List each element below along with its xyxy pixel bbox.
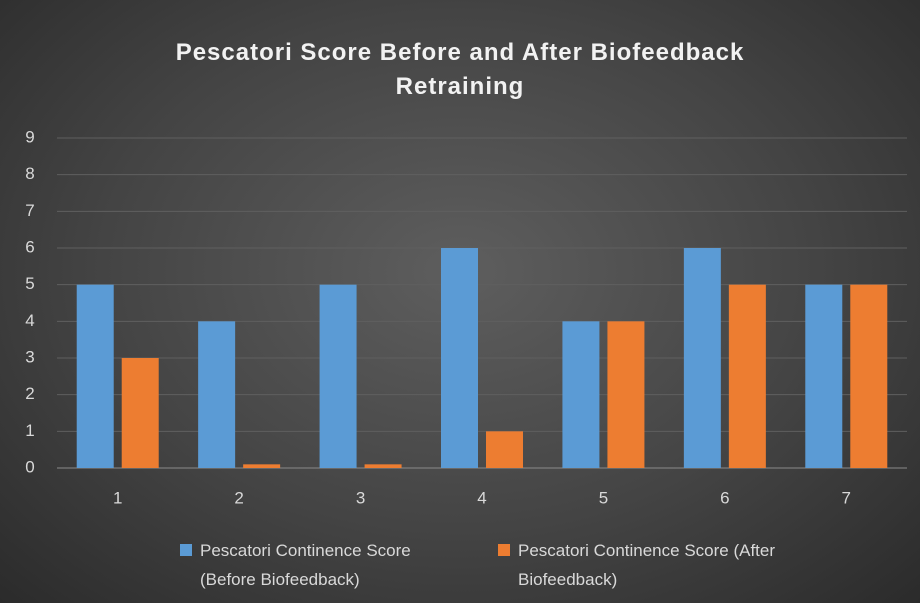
y-tick-label: 4 xyxy=(25,311,34,330)
legend-label: Pescatori Continence Score (After Biofee… xyxy=(518,541,776,589)
y-tick-label: 0 xyxy=(25,457,34,476)
legend-item: Pescatori Continence Score (After Biofee… xyxy=(498,536,788,594)
x-tick-label: 6 xyxy=(720,488,729,507)
bar xyxy=(441,248,478,468)
x-tick-label: 2 xyxy=(234,488,243,507)
legend-swatch xyxy=(180,544,192,556)
y-tick-label: 2 xyxy=(25,384,34,403)
x-tick-label: 1 xyxy=(113,488,122,507)
y-tick-label: 9 xyxy=(25,127,34,146)
bar xyxy=(198,321,236,468)
y-tick-label: 1 xyxy=(25,421,34,440)
y-tick-label: 8 xyxy=(25,164,34,183)
bar xyxy=(319,284,357,468)
bar xyxy=(121,358,159,468)
bar xyxy=(683,248,721,468)
legend-swatch xyxy=(498,544,510,556)
bar xyxy=(364,464,402,468)
bar xyxy=(607,321,645,468)
y-tick-label: 5 xyxy=(25,274,34,293)
bar xyxy=(486,431,523,468)
x-tick-label: 3 xyxy=(356,488,365,507)
x-tick-label: 7 xyxy=(842,488,851,507)
chart-title: Pescatori Score Before and After Biofeed… xyxy=(175,39,745,100)
bar xyxy=(243,464,281,468)
bar xyxy=(562,321,600,468)
bar xyxy=(805,284,843,468)
bar xyxy=(728,284,766,468)
bar xyxy=(850,284,888,468)
bar xyxy=(76,284,114,468)
y-tick-label: 7 xyxy=(25,201,34,220)
y-tick-label: 3 xyxy=(25,347,34,366)
legend-label: Pescatori Continence Score (Before Biofe… xyxy=(200,541,411,589)
y-tick-label: 6 xyxy=(25,237,34,256)
x-tick-label: 4 xyxy=(477,488,486,507)
x-tick-label: 5 xyxy=(599,488,608,507)
legend-item: Pescatori Continence Score (Before Biofe… xyxy=(180,536,470,594)
